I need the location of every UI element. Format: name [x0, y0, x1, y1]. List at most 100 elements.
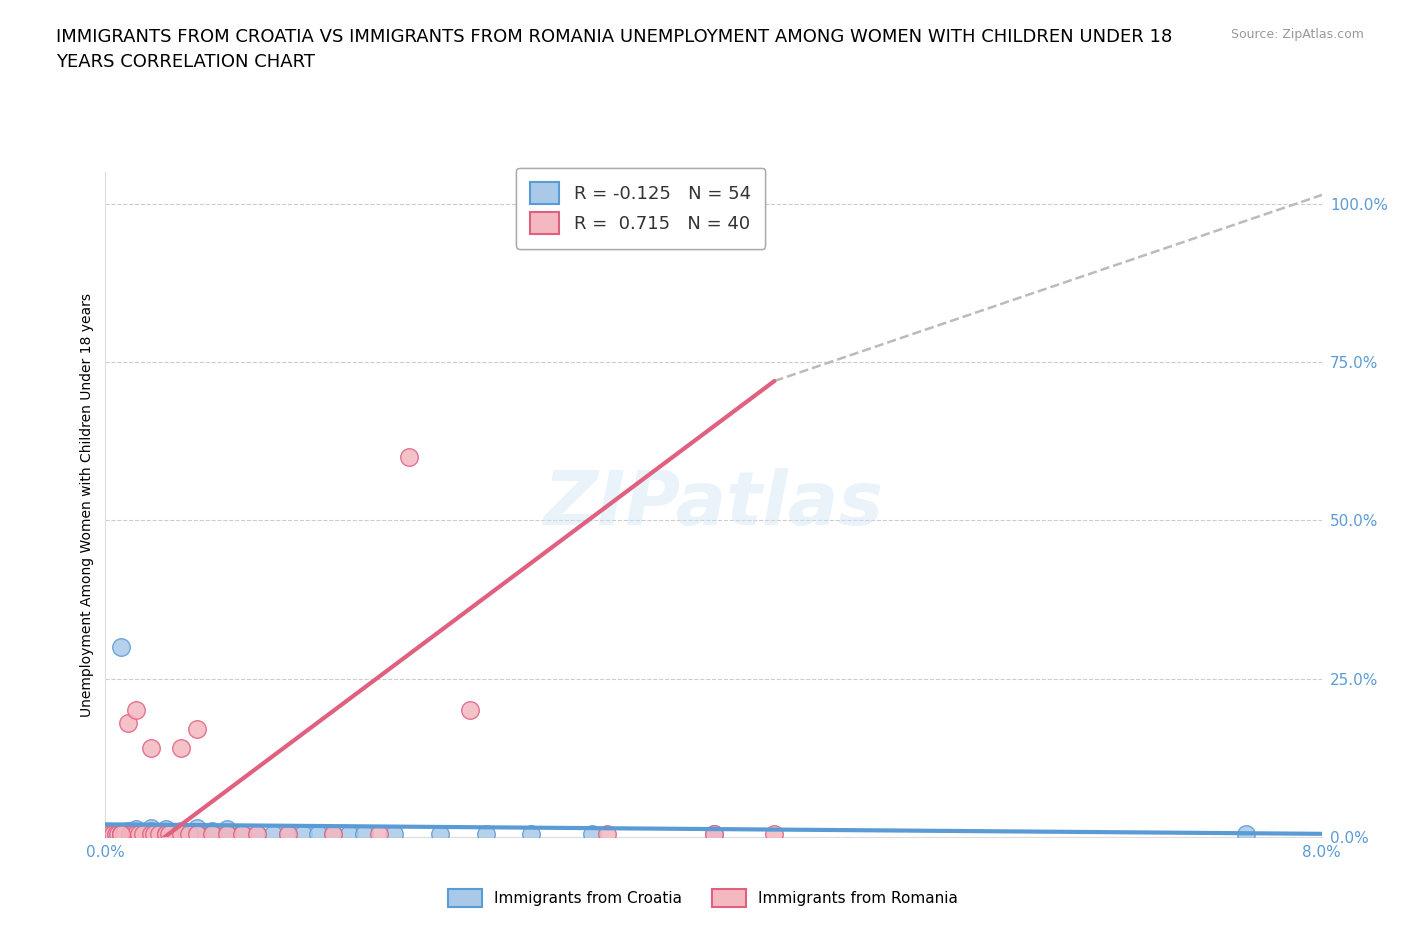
Text: YEARS CORRELATION CHART: YEARS CORRELATION CHART — [56, 53, 315, 71]
Point — [117, 823, 139, 838]
Point — [277, 827, 299, 842]
Point — [125, 703, 148, 718]
Point — [125, 825, 148, 840]
Point — [112, 827, 135, 842]
Point — [105, 827, 128, 842]
Point — [155, 827, 177, 842]
Point — [155, 822, 177, 837]
Point — [474, 827, 496, 842]
Point — [217, 822, 239, 837]
Point — [139, 820, 162, 835]
Point — [201, 827, 224, 842]
Point — [114, 827, 136, 842]
Y-axis label: Unemployment Among Women with Children Under 18 years: Unemployment Among Women with Children U… — [80, 293, 94, 716]
Point — [155, 827, 177, 842]
Point — [170, 827, 193, 842]
Point — [353, 827, 375, 842]
Point — [98, 827, 121, 842]
Point — [139, 823, 162, 838]
Legend: R = -0.125   N = 54, R =  0.715   N = 40: R = -0.125 N = 54, R = 0.715 N = 40 — [516, 167, 765, 249]
Point — [1234, 827, 1257, 842]
Point — [110, 827, 132, 842]
Point — [125, 827, 148, 842]
Point — [129, 827, 152, 842]
Point — [121, 827, 143, 842]
Point — [118, 827, 141, 842]
Point — [143, 827, 166, 842]
Point — [139, 741, 162, 756]
Text: Source: ZipAtlas.com: Source: ZipAtlas.com — [1230, 28, 1364, 41]
Point — [177, 827, 200, 842]
Point — [112, 827, 135, 842]
Point — [148, 827, 170, 842]
Point — [98, 827, 121, 842]
Point — [121, 827, 143, 842]
Point — [307, 827, 329, 842]
Point — [148, 827, 170, 842]
Point — [105, 827, 128, 842]
Point — [398, 449, 420, 464]
Point — [201, 827, 224, 842]
Point — [157, 827, 180, 842]
Point — [125, 822, 148, 837]
Text: ZIPatlas: ZIPatlas — [544, 468, 883, 541]
Point — [702, 827, 725, 842]
Point — [139, 827, 162, 842]
Point — [110, 825, 132, 840]
Point — [101, 827, 124, 842]
Point — [170, 823, 193, 838]
Point — [107, 827, 129, 842]
Point — [217, 827, 239, 842]
Point — [246, 827, 269, 842]
Point — [170, 741, 193, 756]
Point — [139, 827, 162, 842]
Point — [128, 827, 150, 842]
Point — [763, 827, 786, 842]
Point — [231, 827, 253, 842]
Point — [596, 827, 619, 842]
Point — [125, 827, 148, 842]
Point — [201, 823, 224, 838]
Point — [186, 827, 208, 842]
Point — [217, 827, 239, 842]
Point — [107, 827, 129, 842]
Point — [143, 827, 166, 842]
Point — [581, 827, 603, 842]
Point — [262, 827, 284, 842]
Point — [520, 827, 543, 842]
Point — [368, 827, 391, 842]
Point — [292, 827, 315, 842]
Point — [382, 827, 405, 842]
Legend: Immigrants from Croatia, Immigrants from Romania: Immigrants from Croatia, Immigrants from… — [441, 884, 965, 913]
Point — [322, 827, 344, 842]
Point — [110, 827, 132, 842]
Point — [132, 827, 155, 842]
Point — [702, 827, 725, 842]
Point — [186, 722, 208, 737]
Point — [108, 827, 131, 842]
Point — [118, 827, 141, 842]
Point — [101, 825, 124, 840]
Point — [170, 827, 193, 842]
Point — [117, 827, 139, 842]
Text: IMMIGRANTS FROM CROATIA VS IMMIGRANTS FROM ROMANIA UNEMPLOYMENT AMONG WOMEN WITH: IMMIGRANTS FROM CROATIA VS IMMIGRANTS FR… — [56, 28, 1173, 46]
Point — [128, 827, 150, 842]
Point — [231, 827, 253, 842]
Point — [337, 827, 360, 842]
Point — [110, 827, 132, 842]
Point — [550, 196, 572, 211]
Point — [186, 827, 208, 842]
Point — [177, 827, 200, 842]
Point — [117, 715, 139, 730]
Point — [322, 827, 344, 842]
Point — [110, 827, 132, 842]
Point — [429, 827, 451, 842]
Point — [277, 827, 299, 842]
Point — [246, 827, 269, 842]
Point — [186, 820, 208, 835]
Point — [458, 703, 481, 718]
Point — [157, 827, 180, 842]
Point — [110, 827, 132, 842]
Point — [132, 827, 155, 842]
Point — [110, 640, 132, 655]
